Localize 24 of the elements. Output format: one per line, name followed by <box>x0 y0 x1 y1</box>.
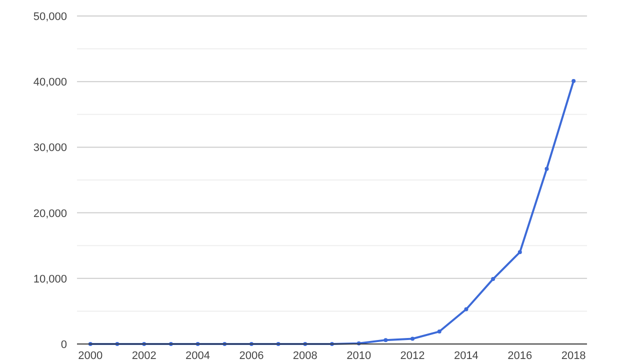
point <box>518 250 522 254</box>
point <box>384 338 388 342</box>
x-tick-label: 2004 <box>186 350 210 360</box>
point <box>544 166 549 171</box>
point <box>491 277 496 282</box>
x-tick-label: 2008 <box>292 350 318 360</box>
y-tick-label: 20,000 <box>33 208 67 220</box>
y-tick-label: 30,000 <box>33 142 67 154</box>
point <box>572 78 576 83</box>
y-tick-label: 40,000 <box>33 76 67 89</box>
x-tick-label: 2016 <box>508 350 532 360</box>
x-tick-label: 2000 <box>78 350 103 360</box>
x-tick-label: 2018 <box>561 350 586 360</box>
point <box>437 330 442 334</box>
point <box>410 336 415 341</box>
x-tick-label: 2002 <box>132 350 156 360</box>
point <box>464 307 468 312</box>
y-tick-label: 10,000 <box>33 273 67 286</box>
y-tick-label: 0 <box>60 339 67 351</box>
x-tick-label: 2012 <box>400 350 425 360</box>
y-tick-label: 50,000 <box>33 11 67 23</box>
x-tick-label: 2014 <box>454 350 478 360</box>
x-tick-label: 2006 <box>239 350 264 360</box>
x-tick-label: 2010 <box>346 350 372 360</box>
